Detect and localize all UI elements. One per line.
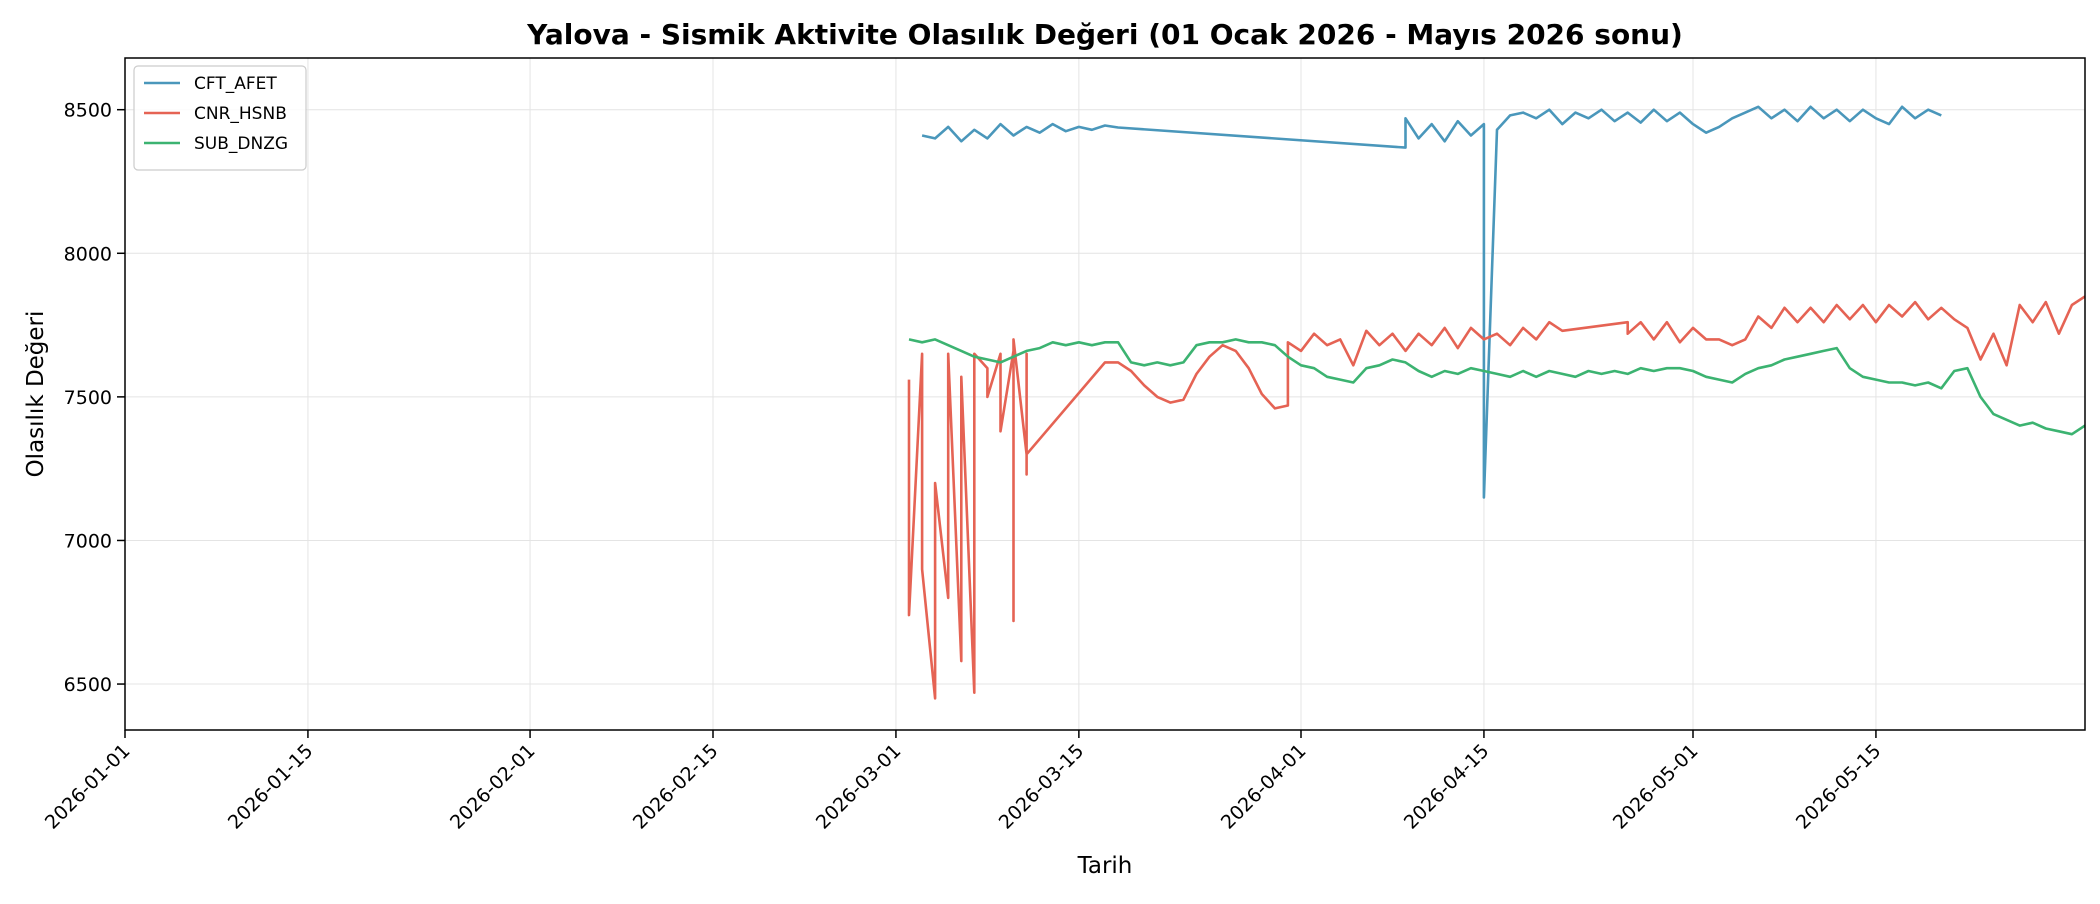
x-tick-label: 2026-05-15 bbox=[1792, 740, 1886, 834]
series-line-sub-dnzg bbox=[908, 338, 2085, 436]
y-tick-label: 7500 bbox=[64, 387, 112, 409]
chart-title: Yalova - Sismik Aktivite Olasılık Değeri… bbox=[526, 18, 1683, 51]
x-tick-label: 2026-04-15 bbox=[1400, 740, 1494, 834]
x-tick-label: 2026-04-01 bbox=[1217, 740, 1311, 834]
x-tick-label: 2026-05-01 bbox=[1609, 740, 1703, 834]
legend: CFT_AFET CNR_HSNB SUB_DNZG bbox=[133, 65, 307, 171]
y-tick-label: 7000 bbox=[64, 530, 112, 552]
x-tick-label: 2026-01-01 bbox=[41, 740, 135, 834]
tick-layer: 2026-01-01 2026-01-15 2026-02-01 2026-02-15… bbox=[41, 100, 1886, 834]
y-tick-label: 8500 bbox=[64, 100, 112, 122]
x-axis-label: Tarih bbox=[1077, 853, 1133, 879]
x-tick-label: 2026-03-15 bbox=[995, 740, 1089, 834]
grid-layer bbox=[124, 58, 2085, 730]
legend-label: CNR_HSNB bbox=[194, 104, 287, 124]
x-tick-label: 2026-02-15 bbox=[629, 740, 723, 834]
x-tick-label: 2026-01-15 bbox=[224, 740, 318, 834]
legend-label: CFT_AFET bbox=[194, 74, 277, 94]
x-tick-label: 2026-03-01 bbox=[812, 740, 906, 834]
series-line-cnr-hsnb bbox=[907, 295, 2085, 700]
series-line-cft-afet bbox=[921, 105, 1942, 499]
y-axis-label: Olasılık Değeri bbox=[23, 311, 49, 478]
legend-label: SUB_DNZG bbox=[194, 134, 288, 154]
series-layer bbox=[907, 105, 2085, 700]
y-tick-label: 8000 bbox=[64, 243, 112, 265]
y-tick-label: 6500 bbox=[64, 674, 112, 696]
x-tick-label: 2026-02-01 bbox=[446, 740, 540, 834]
plot-frame bbox=[124, 57, 2086, 731]
